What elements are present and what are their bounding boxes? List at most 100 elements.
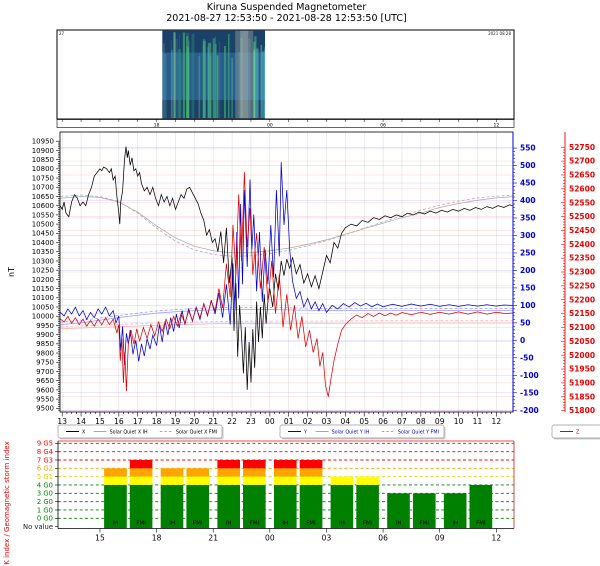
k-bar-segment xyxy=(217,460,240,469)
time-axis-tick-label: 01 xyxy=(284,417,294,426)
k-level-label: 1 G0 xyxy=(37,506,53,514)
red-axis-tick-label: 51850 xyxy=(569,392,595,401)
keogram-tick-label: 18 xyxy=(154,122,160,128)
blue-axis-tick-label: 500 xyxy=(520,161,536,170)
left-axis-tick-label: 10100 xyxy=(32,294,54,302)
k-bar-segment xyxy=(129,460,153,469)
keogram-end-date-label: 2021 08 28 xyxy=(488,31,511,36)
time-axis-tick-label: 20 xyxy=(190,417,200,426)
k-bar-segment xyxy=(160,468,184,477)
k-bar-station-label: FMI xyxy=(306,521,316,527)
no-value-label: No value xyxy=(23,523,53,531)
k-index-panel: IH FMI IH FMI IH FMI IH FMI IH FMI IH FMI IH FMI 9 G58… xyxy=(3,440,515,565)
k-bar-segment xyxy=(243,468,266,477)
blue-axis-tick-label: 350 xyxy=(520,214,536,223)
blue-axis-tick-label: 250 xyxy=(520,249,536,258)
blue-axis-tick-label: 450 xyxy=(520,179,536,188)
left-axis-tick-label: 9750 xyxy=(36,359,54,367)
blue-axis-tick-label: 0 xyxy=(520,336,525,345)
blue-axis-tick-label: 50 xyxy=(520,318,530,327)
left-axis-tick-label: 10500 xyxy=(32,221,54,229)
left-axis-tick-label: 10950 xyxy=(32,138,54,146)
k-level-label: 9 G5 xyxy=(37,440,53,448)
left-axis-tick-label: 10350 xyxy=(32,248,54,256)
k-bar-station-label: IH xyxy=(282,521,288,527)
solar-quiet-x-ih-series-line xyxy=(60,196,513,254)
left-axis-tick-label: 10550 xyxy=(32,211,54,219)
z-series-line xyxy=(60,172,513,397)
time-axis-tick-label: 05 xyxy=(359,417,369,426)
k-level-label: 5 G1 xyxy=(37,473,53,481)
left-axis-tick-label: 10000 xyxy=(32,313,54,321)
x-series-line xyxy=(59,146,513,390)
legend-item-label: X xyxy=(82,430,86,436)
k-bar-segment xyxy=(217,476,240,485)
left-axis-tick-label: 9850 xyxy=(36,340,54,348)
keogram-time-axis: 18 00 06 12 xyxy=(56,119,515,128)
red-horizontal-grid xyxy=(60,146,513,411)
keogram-tick-label: 12 xyxy=(493,122,499,128)
left-axis-tick-label: 9800 xyxy=(36,349,54,357)
k-bar-station-label: FMI xyxy=(193,521,203,527)
blue-axis-tick-label: 300 xyxy=(520,231,536,240)
k-bar-segment xyxy=(160,476,184,485)
left-axis-tick-label: 9650 xyxy=(36,377,54,385)
vertical-grid xyxy=(61,132,497,412)
red-axis-tick-label: 52400 xyxy=(569,240,595,249)
k-level-label: 3 G0 xyxy=(37,490,53,498)
blue-axis-tick-label: -150 xyxy=(520,388,539,397)
legend-frame xyxy=(57,424,223,439)
k-bar-segment xyxy=(217,468,240,477)
legend-frame xyxy=(551,424,600,439)
k-bar-station-label: FMI xyxy=(136,521,146,527)
left-axis-title: nT xyxy=(7,267,16,277)
time-axis-tick-label: 15 xyxy=(95,417,105,426)
k-bar-segment xyxy=(243,476,266,485)
k-level-label: 0 G0 xyxy=(37,515,53,523)
keogram-frame xyxy=(56,29,515,120)
red-axis-tick-label: 52350 xyxy=(569,254,595,263)
left-axis-tick-label: 9900 xyxy=(36,331,54,339)
k-bar-segment xyxy=(243,485,266,529)
keogram-tick-label: 06 xyxy=(380,122,386,128)
keogram-start-day-label: 27 xyxy=(59,31,65,36)
red-axis-tick-label: 52100 xyxy=(569,323,595,332)
k-level-label: 7 G3 xyxy=(37,456,53,464)
k-axis-title: K index / Geomagnetic storm index xyxy=(3,441,11,564)
k-bar-segment xyxy=(104,485,127,529)
k-bar-station-label: IH xyxy=(396,521,402,527)
time-axis-tick-label: 22 xyxy=(227,417,237,426)
solar-quiet-y-fmi-series-line xyxy=(60,307,513,323)
left-axis-tick-label: 10300 xyxy=(32,257,54,265)
left-axis-tick-label: 10750 xyxy=(32,174,54,182)
blue-right-axis: -200 -150 -100 -50 0 50 100 150 200 250 300 350 400 4… xyxy=(513,144,539,415)
page-title: Kiruna Suspended Magnetometer xyxy=(206,2,367,13)
k-level-label: 8 G4 xyxy=(37,448,53,456)
keogram-panel: 27 2021 08 28 xyxy=(56,29,515,120)
left-axis-tick-label: 9600 xyxy=(36,386,54,394)
time-axis-tick-label: 11 xyxy=(473,417,483,426)
red-axis-tick-label: 51950 xyxy=(569,365,595,374)
k-bar-segment xyxy=(299,485,323,529)
k-index-bars: IH FMI IH FMI IH FMI IH FMI IH FMI IH FMI IH FMI xyxy=(104,460,493,529)
red-axis-tick-label: 52300 xyxy=(569,268,595,277)
k-bar-segment xyxy=(186,468,209,477)
time-axis-tick-label: 21 xyxy=(208,417,218,426)
k-level-label: 6 G2 xyxy=(37,465,53,473)
left-axis-tick-label: 10600 xyxy=(32,202,54,210)
legend-item-label: Y xyxy=(303,430,307,436)
left-axis-tick-label: 10450 xyxy=(32,230,54,238)
k-bar-segment xyxy=(160,485,184,529)
red-axis-tick-label: 52050 xyxy=(569,337,595,346)
left-axis-tick-label: 10400 xyxy=(32,239,54,247)
k-time-tick-label: 09 xyxy=(435,534,445,543)
k-bar-station-label: IH xyxy=(113,521,119,527)
red-axis-tick-label: 52150 xyxy=(569,309,595,318)
k-time-tick-label: 06 xyxy=(378,534,388,543)
left-axis-tick-label: 9700 xyxy=(36,368,54,376)
k-level-label: 2 G0 xyxy=(37,498,53,506)
time-axis-tick-label: 13 xyxy=(57,417,67,426)
time-axis-tick-label: 16 xyxy=(114,417,124,426)
k-bar-station-label: IH xyxy=(339,521,345,527)
